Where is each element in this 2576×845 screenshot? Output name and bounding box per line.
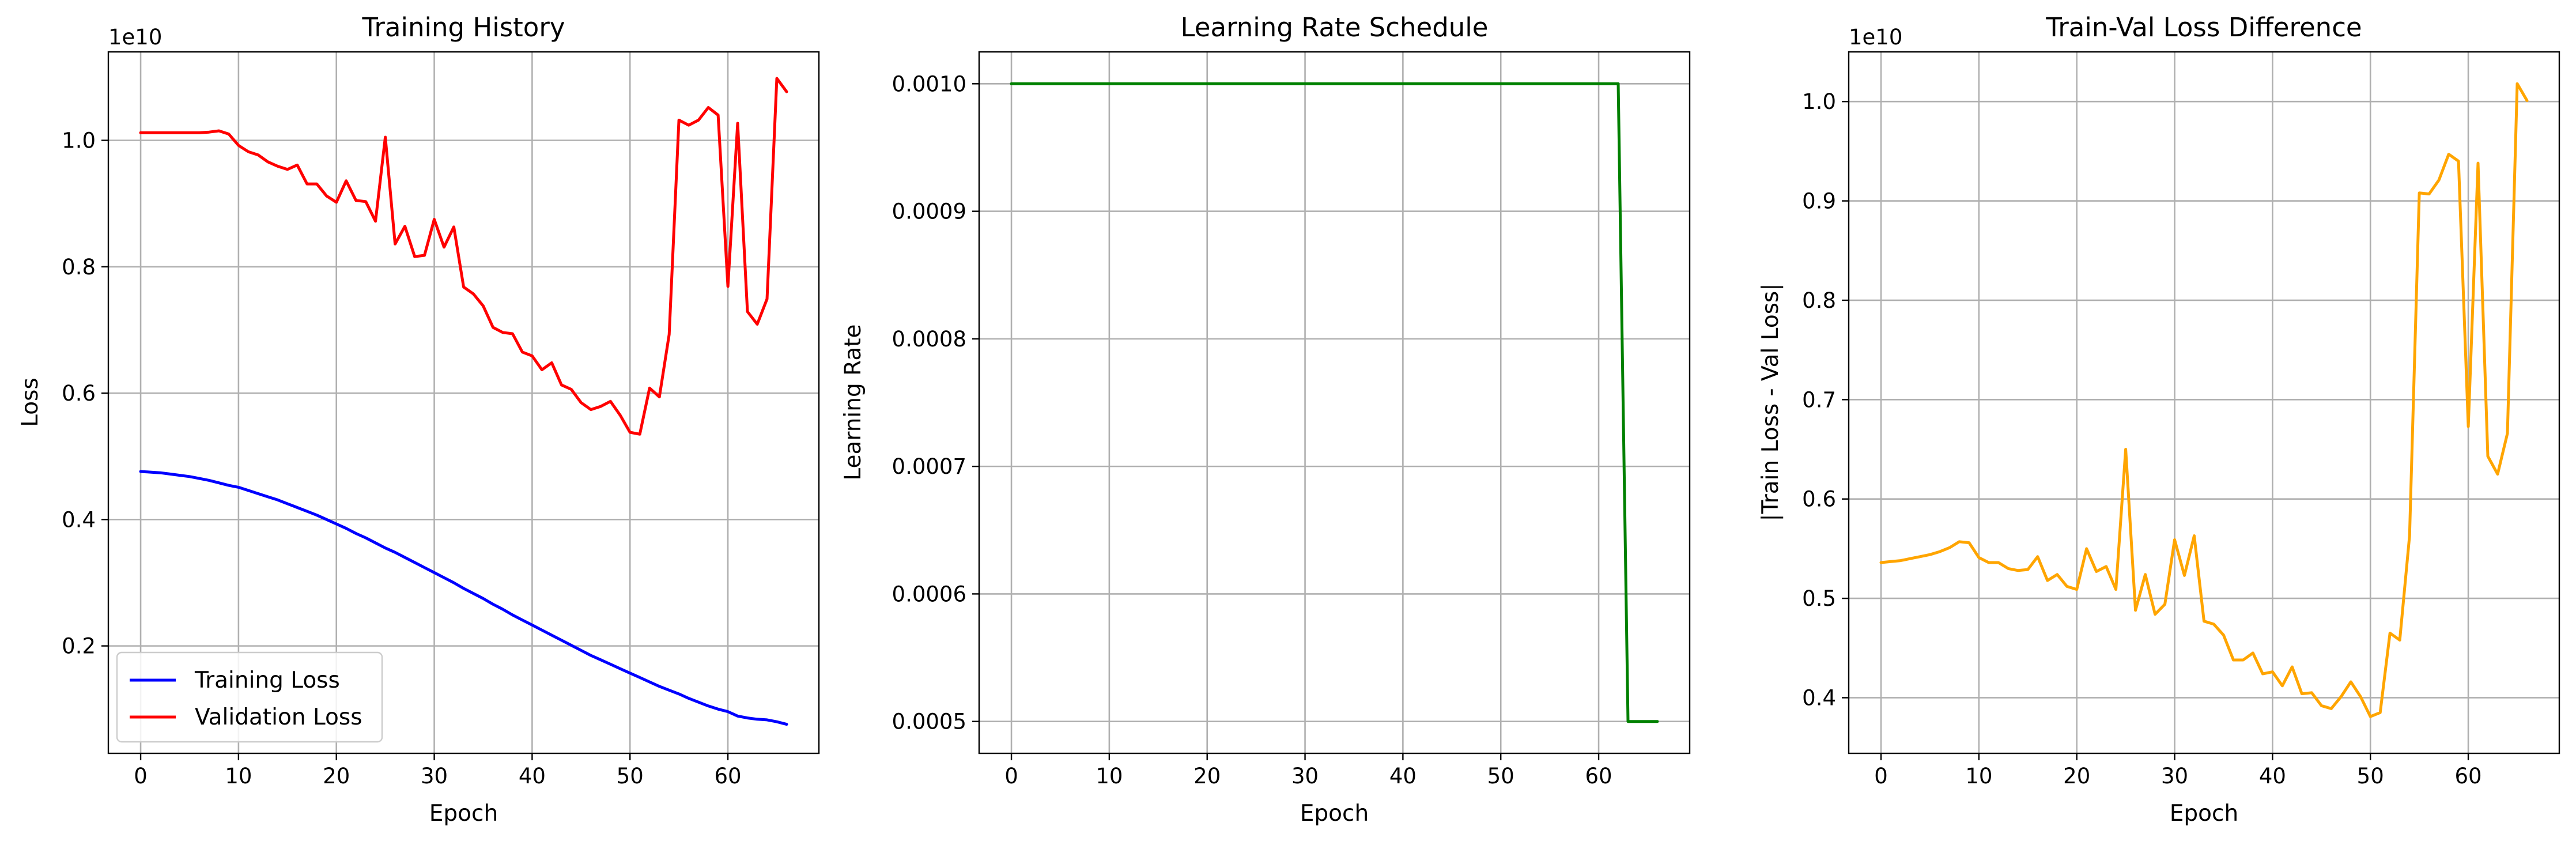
y-tick-label: 0.0008 [892, 327, 966, 352]
series-line-learning-rate [1010, 82, 1659, 723]
chart-title: Learning Rate Schedule [1181, 12, 1489, 43]
axes-frame [107, 51, 820, 755]
legend-box [116, 651, 383, 743]
y-tick-label: 0.8 [62, 255, 96, 280]
y-tick-label: 0.6 [1802, 487, 1836, 512]
chart-title: Training History [362, 12, 565, 43]
y-tick-label: 1.0 [1802, 89, 1836, 114]
x-tick-label: 40 [1389, 764, 1417, 789]
x-tick-label: 30 [2161, 764, 2188, 789]
panel-learning-rate: 0 10 20 30 40 50 60 0.0005 0.0006 0.0007 0.0008 0.0… [840, 12, 1691, 827]
x-tick-label: 50 [2357, 764, 2384, 789]
x-tick-label: 0 [1874, 764, 1888, 789]
x-tick-label: 30 [421, 764, 448, 789]
x-tick-label: 40 [2259, 764, 2286, 789]
y-tick-label: 0.5 [1802, 586, 1836, 611]
chart-title: Train-Val Loss Difference [2045, 12, 2362, 43]
x-tick-label: 10 [1965, 764, 1992, 789]
x-tick-label: 10 [1096, 764, 1123, 789]
x-tick-label: 20 [2063, 764, 2090, 789]
x-tick-label: 0 [1004, 764, 1018, 789]
series-line-validation-loss [139, 77, 788, 436]
series-line-train-loss-val-loss [1879, 82, 2529, 718]
y-tick-label: 0.0007 [892, 454, 966, 479]
x-tick-label: 60 [2455, 764, 2482, 789]
y-axis-label: Loss [17, 378, 43, 427]
x-tick-label: 10 [225, 764, 252, 789]
x-tick-label: 20 [1193, 764, 1221, 789]
series-line-training-loss [139, 470, 788, 726]
axes-frame [1848, 51, 2560, 755]
y-tick-label: 0.8 [1802, 288, 1836, 313]
x-tick-label: 0 [134, 764, 148, 789]
y-offset-text: 1e10 [1849, 25, 1902, 50]
y-tick-label: 0.4 [1802, 685, 1836, 710]
y-axis-label: |Train Loss - Val Loss| [1758, 284, 1784, 522]
x-tick-label: 50 [617, 764, 644, 789]
panel-loss-difference: 0 10 20 30 40 50 60 0.4 0.5 0.6 0.7 0.8 0.9 1.0 Train… [1758, 12, 2560, 827]
x-axis-label: Epoch [1300, 801, 1369, 827]
x-tick-label: 50 [1487, 764, 1514, 789]
y-tick-label: 0.4 [62, 507, 96, 532]
y-tick-label: 0.0010 [892, 71, 966, 96]
y-axis-label: Learning Rate [840, 324, 866, 480]
y-tick-label: 0.9 [1802, 189, 1836, 214]
y-tick-label: 0.0005 [892, 710, 966, 734]
x-tick-label: 60 [715, 764, 742, 789]
legend-label-validation: Validation Loss [195, 704, 362, 730]
y-tick-label: 0.7 [1802, 387, 1836, 412]
y-tick-label: 0.0006 [892, 582, 966, 606]
legend: Training Loss Validation Loss [116, 651, 383, 743]
legend-label-training: Training Loss [194, 667, 340, 693]
x-tick-label: 40 [519, 764, 546, 789]
y-tick-label: 0.6 [62, 381, 96, 406]
y-tick-label: 0.0009 [892, 199, 966, 224]
panel-training-history: 0 10 20 30 40 50 60 0.2 0.4 0.6 0.8 1.0 Training Hi… [17, 12, 820, 827]
y-tick-label: 0.2 [62, 634, 96, 659]
x-axis-label: Epoch [429, 801, 498, 827]
x-tick-label: 30 [1291, 764, 1319, 789]
axes-frame [978, 51, 1691, 755]
y-tick-label: 1.0 [62, 128, 96, 153]
y-offset-text: 1e10 [108, 25, 162, 50]
x-tick-label: 20 [323, 764, 350, 789]
x-axis-label: Epoch [2170, 801, 2238, 827]
x-tick-label: 60 [1585, 764, 1612, 789]
